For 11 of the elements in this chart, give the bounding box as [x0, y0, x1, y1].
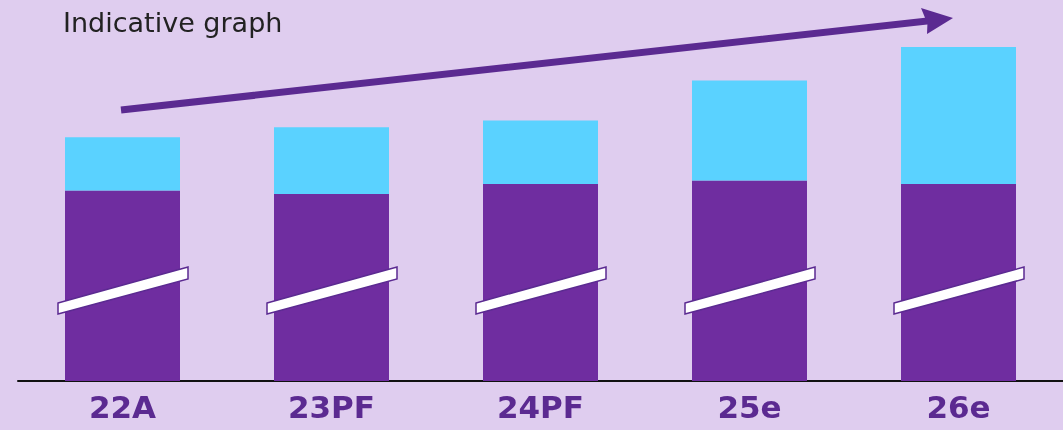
x-tick-label: 26e [926, 388, 991, 425]
x-tick-label: 23PF [287, 388, 376, 425]
bar [692, 80, 807, 181]
x-tick-label: 25e [717, 388, 782, 425]
bar [901, 47, 1016, 184]
bar [65, 137, 180, 191]
chart-title: Indicative graph [63, 7, 283, 38]
bar [274, 127, 389, 194]
x-tick-label: 22A [88, 388, 157, 425]
x-tick-label: 24PF [496, 388, 585, 425]
bar [483, 120, 598, 184]
